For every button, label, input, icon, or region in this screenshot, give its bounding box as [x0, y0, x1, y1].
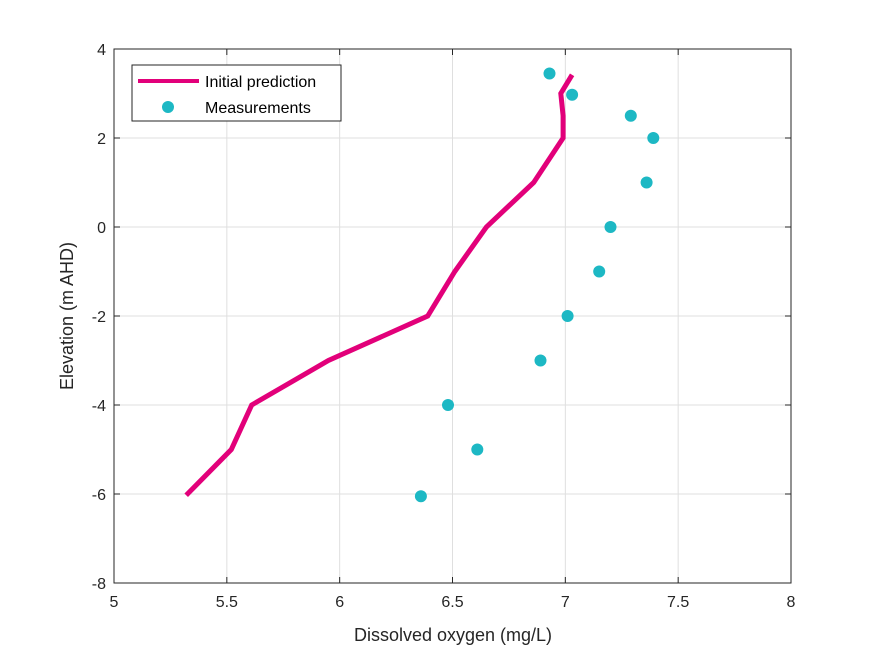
- measurement-point: [640, 176, 653, 189]
- x-tick-label: 7.5: [667, 594, 689, 611]
- measurement-point: [624, 109, 637, 122]
- y-axis: -8 -6 -4 -2 0 2 4: [92, 42, 791, 593]
- y-tick-label: -8: [92, 576, 106, 593]
- series-line-initial-prediction: [184, 73, 575, 498]
- x-tick-label: 5.5: [216, 594, 238, 611]
- measurement-point: [647, 132, 660, 144]
- measurement-point: [543, 67, 556, 80]
- y-tick-label: 2: [97, 131, 106, 148]
- measurement-point: [471, 443, 484, 456]
- measurement-point: [561, 310, 574, 322]
- y-tick-label: 4: [97, 42, 106, 59]
- measurement-point: [593, 265, 606, 278]
- measurement-point: [442, 399, 454, 411]
- legend-label-measurements: Measurements: [205, 100, 311, 117]
- x-axis-label: Dissolved oxygen (mg/L): [354, 625, 552, 645]
- legend: Initial prediction Measurements: [131, 64, 342, 122]
- measurement-point: [534, 354, 547, 367]
- x-tick-label: 8: [787, 594, 796, 611]
- x-tick-label: 7: [561, 594, 570, 611]
- x-tick-label: 5: [110, 594, 119, 611]
- y-tick-label: -4: [92, 398, 106, 415]
- grid: [113, 48, 792, 584]
- y-axis-label: Elevation (m AHD): [57, 242, 77, 390]
- y-tick-label: 0: [97, 220, 106, 237]
- legend-marker-swatch: [162, 101, 174, 113]
- x-tick-label: 6.5: [441, 594, 463, 611]
- measurement-point: [414, 490, 427, 503]
- legend-label-initial-prediction: Initial prediction: [205, 74, 316, 91]
- x-tick-label: 6: [335, 594, 344, 611]
- y-tick-label: -6: [92, 487, 106, 504]
- y-tick-label: -2: [92, 309, 106, 326]
- measurement-point: [566, 88, 579, 101]
- x-axis: 5 5.5 6 6.5 7 7.5 8: [110, 49, 796, 611]
- measurement-point: [604, 221, 617, 233]
- series-layer: [184, 67, 660, 503]
